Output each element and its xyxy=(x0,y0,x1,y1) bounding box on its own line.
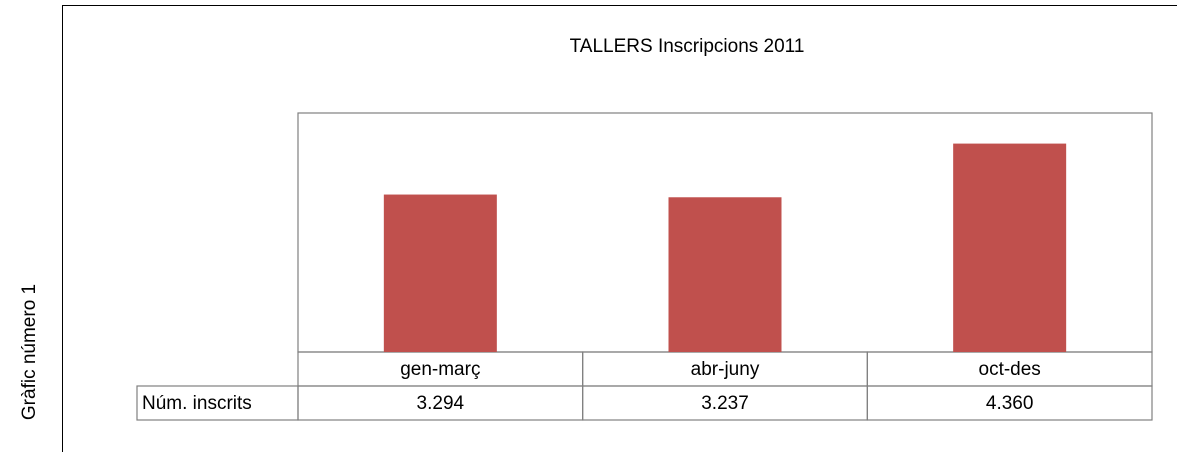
x-tick-label: gen-març xyxy=(400,359,480,380)
table-cell xyxy=(866,385,1153,421)
bar xyxy=(383,194,497,352)
x-tick-label: abr-juny xyxy=(691,359,760,380)
chart-caption: Gràfic número 1 xyxy=(19,284,40,420)
data-label: 3.294 xyxy=(417,393,465,414)
data-label: 4.360 xyxy=(986,393,1034,414)
x-tick-label: oct-des xyxy=(979,359,1041,380)
data-label: 3.237 xyxy=(701,393,749,414)
bar xyxy=(953,143,1067,352)
bar xyxy=(668,197,782,352)
chart-title: TALLERS Inscripcions 2011 xyxy=(570,36,805,57)
legend-label: Núm. inscrits xyxy=(142,393,252,414)
